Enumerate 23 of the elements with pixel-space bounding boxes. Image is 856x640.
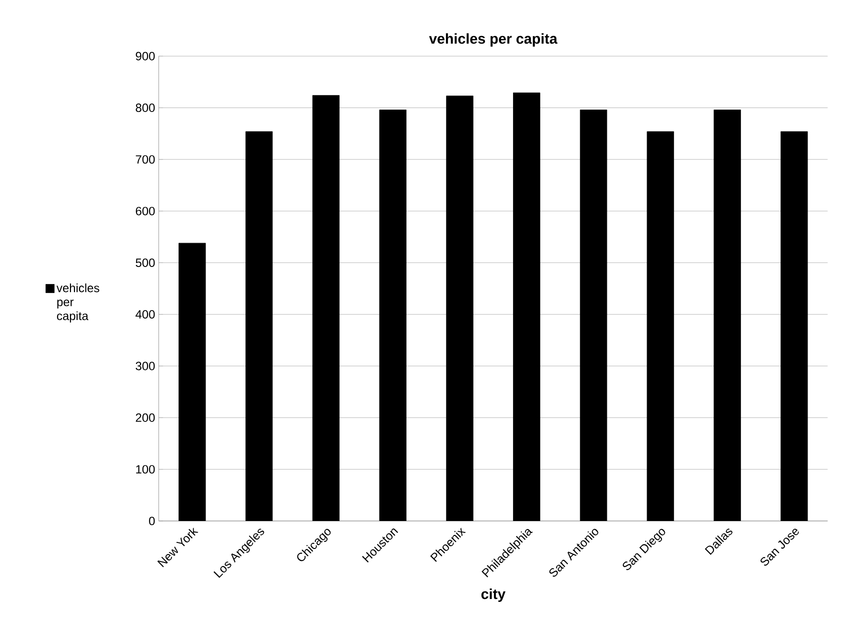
y-tick-label: 200 [136, 413, 155, 422]
y-tick-label: 600 [136, 206, 155, 216]
bar [580, 110, 608, 521]
y-tick-label: 800 [136, 104, 155, 112]
chart-title: vehicles per capita [429, 33, 558, 47]
y-tick-label: 700 [136, 155, 155, 164]
y-tick-label: 900 [136, 52, 155, 60]
bar [780, 131, 808, 521]
bar [714, 110, 741, 521]
bar [513, 92, 540, 521]
bar [379, 110, 406, 521]
bar [446, 96, 474, 521]
legend-label: vehicles per capita [56, 283, 100, 322]
bar [245, 131, 273, 521]
y-tick-label: 100 [136, 465, 155, 474]
bar [646, 131, 674, 521]
y-tick-label: 400 [136, 310, 155, 319]
y-tick-label: 0 [149, 516, 155, 526]
y-tick-label: 300 [136, 362, 155, 370]
bar [312, 95, 340, 521]
x-axis-title: city [481, 588, 506, 602]
bar [178, 242, 206, 521]
y-tick-label: 500 [136, 258, 155, 267]
